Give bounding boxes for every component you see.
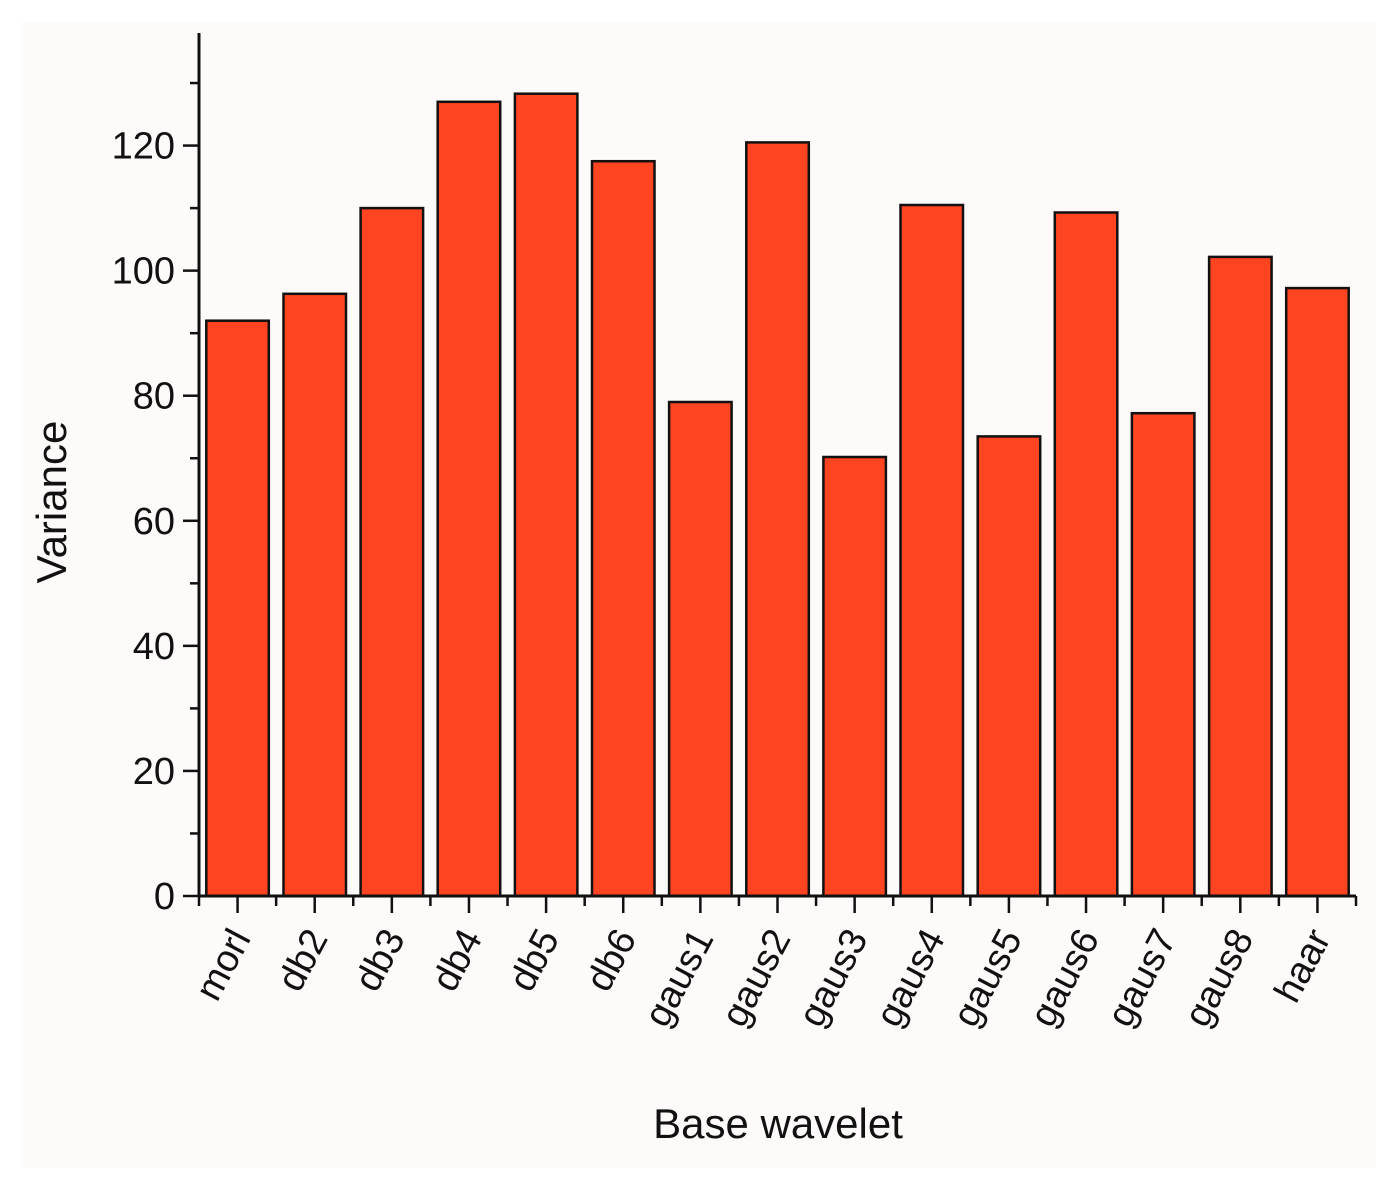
x-tick-label-db3: db3 xyxy=(347,923,414,999)
x-tick-label-haar: haar xyxy=(1267,922,1340,1009)
y-tick-label: 20 xyxy=(133,751,175,793)
bar-gaus3 xyxy=(822,455,888,898)
x-tick-label-gaus8: gaus8 xyxy=(1177,923,1263,1034)
x-tick-label-gaus2: gaus2 xyxy=(714,923,800,1034)
x-ticks-group: morl db2 db3 db4 db5 db6gaus1gaus2gaus3gaus4g… xyxy=(188,896,1358,1034)
y-tick-label: 120 xyxy=(112,126,175,168)
x-tick-label-db4: db4 xyxy=(424,923,491,999)
bar-gaus2 xyxy=(745,141,811,898)
bar-morl xyxy=(205,319,271,898)
bar-db6 xyxy=(590,159,656,898)
bar-haar xyxy=(1284,286,1350,898)
y-tick-label: 60 xyxy=(133,501,175,543)
bar-gaus6 xyxy=(1053,211,1119,898)
bar-gaus8 xyxy=(1207,255,1273,898)
x-tick-label-gaus1: gaus1 xyxy=(637,923,723,1034)
y-axis-title: Variance xyxy=(28,421,75,584)
x-tick-label-gaus4: gaus4 xyxy=(868,923,954,1034)
bar-gaus4 xyxy=(899,203,965,898)
x-tick-label-gaus6: gaus6 xyxy=(1022,923,1108,1034)
x-tick-label-db2: db2 xyxy=(270,923,337,999)
x-tick-label-db5: db5 xyxy=(501,923,568,999)
bar-gaus5 xyxy=(976,435,1042,898)
x-tick-label-gaus5: gaus5 xyxy=(945,923,1031,1034)
x-tick-label-gaus3: gaus3 xyxy=(791,923,877,1034)
bar-db4 xyxy=(436,100,502,898)
x-tick-label-morl: morl xyxy=(188,923,260,1008)
bar-gaus1 xyxy=(667,400,733,898)
y-tick-label: 100 xyxy=(112,251,175,293)
x-tick-label-gaus7: gaus7 xyxy=(1099,923,1185,1034)
bar-db2 xyxy=(282,292,348,898)
y-tick-label: 40 xyxy=(133,626,175,668)
y-tick-label: 80 xyxy=(133,376,175,418)
x-axis-title: Base wavelet xyxy=(653,1100,903,1147)
y-tick-label: 0 xyxy=(154,876,175,918)
bars-group xyxy=(205,92,1350,898)
bar-db3 xyxy=(359,206,425,898)
bar-gaus7 xyxy=(1130,411,1196,898)
y-ticks-group: 0 20 40 60 80 100 120 xyxy=(112,81,199,918)
bar-db5 xyxy=(513,92,579,898)
x-tick-label-db6: db6 xyxy=(578,923,645,999)
